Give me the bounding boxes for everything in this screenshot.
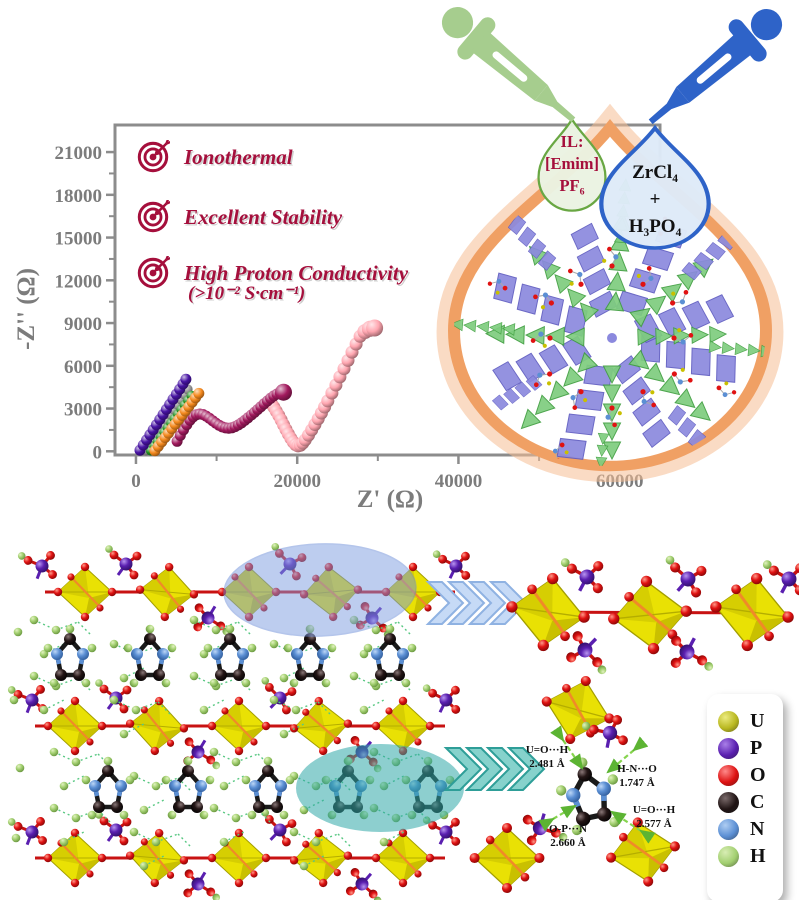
feature-label: High Proton Conductivity <box>184 260 409 285</box>
il-droplet-label: IL: [Emim] PF₆ <box>544 132 600 195</box>
feature-sublabel: (>10⁻² S·cm⁻¹) <box>188 283 306 304</box>
feature-bullet: Ionothermal <box>136 140 293 174</box>
hydrogen-sphere-icon <box>718 846 739 867</box>
feature-label: Excellent Stability <box>184 204 343 229</box>
feature-bullet: High Proton Conductivity <box>136 256 408 290</box>
crystal-lattice <box>7 542 474 900</box>
green-dropper-icon <box>429 0 590 140</box>
svg-text:18000: 18000 <box>55 186 103 207</box>
feature-label: Ionothermal <box>184 144 293 169</box>
precursor-droplet <box>599 124 711 250</box>
hydrogen-bond-detail <box>468 665 688 895</box>
bond-annotation: H-N···O 1.747 Å <box>617 763 657 789</box>
svg-text:15000: 15000 <box>55 229 103 250</box>
legend-item: U <box>707 708 783 735</box>
phosphorus-sphere-icon <box>718 738 739 759</box>
feature-bullet: Excellent Stability <box>136 200 342 234</box>
legend-item: C <box>707 789 783 816</box>
y-axis-label: -Z'' (Ω) <box>13 268 40 350</box>
ring-highlight-ellipse <box>296 744 464 832</box>
svg-text:12000: 12000 <box>55 271 103 292</box>
svg-text:0: 0 <box>131 471 141 492</box>
svg-text:9000: 9000 <box>64 314 102 335</box>
svg-text:3000: 3000 <box>64 400 102 421</box>
svg-text:40000: 40000 <box>435 471 483 492</box>
target-dart-icon <box>137 256 170 289</box>
legend-item: H <box>707 843 783 870</box>
atom-legend: U P O C N H <box>707 694 783 900</box>
svg-text:0: 0 <box>93 442 103 463</box>
oxygen-sphere-icon <box>718 765 739 786</box>
legend-item: N <box>707 816 783 843</box>
target-dart-icon <box>137 200 170 233</box>
svg-text:20000: 20000 <box>273 471 321 492</box>
nitrogen-sphere-icon <box>718 819 739 840</box>
svg-text:21000: 21000 <box>55 143 103 164</box>
crystal-burst <box>454 178 766 466</box>
il-droplet <box>537 117 607 212</box>
bond-annotation: O-P···N 2.660 Å <box>549 823 587 849</box>
chain-highlight-ellipse <box>223 543 417 637</box>
legend-item: P <box>707 735 783 762</box>
uranium-sphere-icon <box>718 711 739 732</box>
bond-annotation: U=O···H 2.481 Å <box>525 744 569 770</box>
blue-dropper-icon <box>634 0 795 142</box>
x-axis-label: Z' (Ω) <box>356 486 424 513</box>
uranyl-phosphate-chain <box>499 551 799 678</box>
target-dart-icon <box>137 140 170 173</box>
legend-item: O <box>707 762 783 789</box>
svg-text:6000: 6000 <box>64 357 102 378</box>
bond-annotation: U=O···H 2.577 Å <box>632 804 676 830</box>
precursor-droplet-label: ZrCl₄ + H₃PO₄ <box>628 162 682 237</box>
carbon-sphere-icon <box>718 792 739 813</box>
